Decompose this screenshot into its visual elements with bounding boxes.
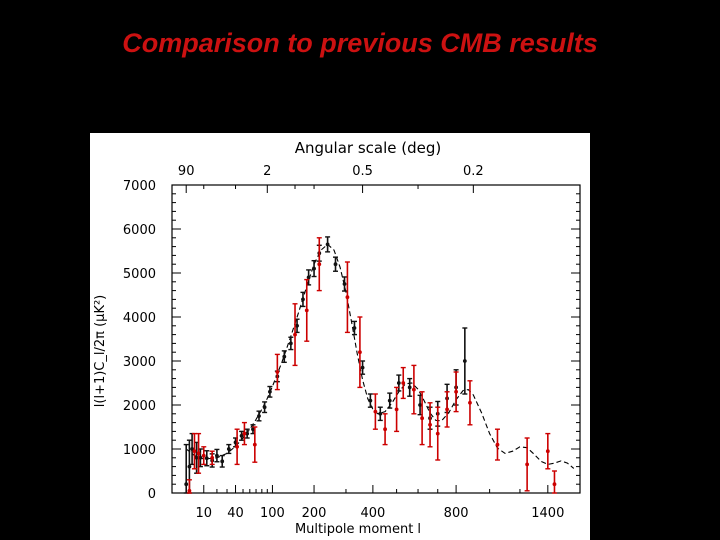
data-point [552, 482, 557, 487]
data-point [210, 455, 215, 460]
data-point [257, 414, 261, 418]
data-point [378, 411, 383, 416]
data-point [401, 381, 406, 385]
x-tick-label: 40 [227, 506, 244, 521]
y-tick-label: 6000 [123, 223, 156, 238]
data-point [428, 422, 432, 427]
data-point [462, 359, 467, 363]
data-point [245, 431, 250, 436]
x-tick-label: 1400 [531, 506, 564, 521]
data-point [418, 403, 422, 407]
data-point [454, 389, 458, 394]
top-tick-label: 90 [178, 164, 195, 179]
data-point [445, 407, 449, 412]
data-point [435, 431, 440, 436]
data-point [252, 442, 257, 447]
data-point [187, 464, 192, 469]
data-point [360, 365, 365, 370]
data-point [387, 398, 392, 403]
data-point [373, 409, 378, 414]
y-tick-label: 1000 [123, 443, 156, 458]
data-point [226, 447, 231, 451]
data-point [239, 433, 244, 438]
data-point [251, 427, 255, 432]
data-point [525, 462, 530, 467]
y-tick-label: 2000 [123, 399, 156, 414]
top-tick-label: 0.5 [352, 164, 373, 179]
data-point [198, 455, 203, 460]
data-point [288, 341, 293, 346]
data-point [342, 282, 347, 286]
data-point [275, 370, 280, 374]
data-point [420, 416, 425, 421]
x-tick-label: 100 [260, 506, 285, 521]
data-point [358, 350, 362, 355]
data-point [201, 453, 206, 458]
data-series [183, 236, 468, 494]
data-point [407, 385, 412, 390]
x-tick-label: 200 [302, 506, 327, 521]
data-point [333, 262, 338, 267]
data-point [312, 266, 316, 271]
plot-frame [171, 184, 581, 494]
data-point [306, 275, 311, 280]
x-tick-label: 10 [195, 506, 212, 521]
data-point [383, 427, 387, 432]
data-point [368, 398, 373, 403]
slide-title: Comparison to previous CMB results [122, 28, 598, 58]
data-point [352, 326, 357, 330]
data-point [317, 262, 322, 267]
x-tick-label: 800 [444, 506, 469, 521]
data-point [345, 295, 350, 300]
y-tick-label: 3000 [123, 355, 156, 370]
data-point [394, 407, 399, 412]
top-tick-label: 0.2 [463, 164, 484, 179]
data-point [282, 354, 287, 359]
data-point [184, 482, 189, 487]
cmb-power-spectrum-chart: 0 1000 2000 3000 4000 5000 6000 7000 10 40 100 200 4… [93, 139, 581, 537]
x-axis-label: Multipole moment l [295, 522, 421, 537]
data-point [194, 455, 199, 460]
data-point [295, 323, 299, 328]
data-point [545, 449, 550, 454]
data-series [186, 237, 557, 494]
data-point [301, 297, 305, 302]
data-point [411, 387, 416, 392]
y-tick-label: 5000 [123, 267, 156, 282]
data-point [304, 308, 309, 313]
data-point [396, 381, 401, 385]
data-point [235, 444, 239, 449]
x-tick-label: 400 [360, 506, 385, 521]
data-point [215, 453, 219, 458]
chart-figure: 0 1000 2000 3000 4000 5000 6000 7000 10 40 100 200 4… [90, 133, 590, 540]
top-axis-label: Angular scale (deg) [295, 139, 441, 157]
data-point [495, 442, 500, 447]
y-tick-label: 7000 [123, 179, 156, 194]
data-point [325, 242, 330, 247]
data-point [187, 488, 192, 493]
data-point [242, 431, 247, 436]
data-point [293, 332, 297, 337]
data-point [220, 459, 225, 464]
y-tick-label: 4000 [123, 311, 156, 326]
top-tick-label: 2 [263, 164, 271, 179]
data-point [204, 456, 209, 461]
y-axis-label: l(l+1)C_l/2π (μK²) [93, 295, 108, 407]
data-point [267, 389, 272, 394]
data-point [192, 449, 197, 454]
data-point [468, 400, 472, 405]
data-point [262, 405, 267, 410]
y-tick-label: 0 [148, 487, 156, 502]
data-point [196, 451, 201, 456]
